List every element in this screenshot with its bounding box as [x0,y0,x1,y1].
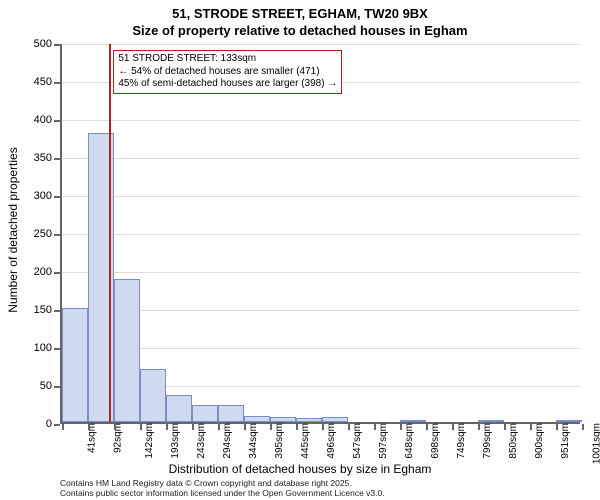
x-tick [348,424,350,430]
histogram-bar [114,279,139,422]
grid-line [62,234,580,235]
y-tick-label: 300 [22,190,52,202]
x-tick-label: 294sqm [222,423,233,459]
x-tick-label: 547sqm [352,423,363,459]
x-axis-label: Distribution of detached houses by size … [0,462,600,476]
histogram-bar [62,308,87,422]
x-tick-label: 395sqm [274,423,285,459]
y-tick [54,348,60,350]
footer-line-1: Contains HM Land Registry data © Crown c… [60,478,385,488]
x-tick [504,424,506,430]
y-tick [54,82,60,84]
histogram-bar [270,417,295,422]
y-tick [54,44,60,46]
histogram-bar [140,369,165,422]
x-tick-label: 597sqm [378,423,389,459]
grid-line [62,158,580,159]
x-tick-label: 749sqm [456,423,467,459]
y-axis-label: Number of detached properties [6,147,20,312]
y-tick-label: 200 [22,266,52,278]
x-tick-label: 445sqm [300,423,311,459]
x-tick [400,424,402,430]
y-tick [54,158,60,160]
grid-line [62,44,580,45]
histogram-bar [478,420,503,422]
x-tick [322,424,324,430]
y-tick [54,272,60,274]
x-tick-label: 951sqm [560,423,571,459]
y-tick-label: 500 [22,38,52,50]
x-tick-label: 496sqm [326,423,337,459]
x-tick [88,424,90,430]
x-tick [192,424,194,430]
annotation-line-2: ← 54% of detached houses are smaller (47… [118,66,337,79]
chart-container: 51, STRODE STREET, EGHAM, TW20 9BX Size … [0,0,600,500]
title-main: 51, STRODE STREET, EGHAM, TW20 9BX [0,0,600,21]
y-tick [54,196,60,198]
y-tick-label: 150 [22,304,52,316]
histogram-bar [192,405,217,422]
attribution-footer: Contains HM Land Registry data © Crown c… [60,478,385,498]
x-tick [166,424,168,430]
histogram-bar [322,417,347,422]
grid-line [62,196,580,197]
y-tick [54,310,60,312]
annotation-line-3: 45% of semi-detached houses are larger (… [118,78,337,91]
x-tick [62,424,64,430]
x-tick [426,424,428,430]
x-tick-label: 243sqm [196,423,207,459]
y-tick-label: 250 [22,228,52,240]
x-tick-label: 1001sqm [592,423,600,464]
grid-line [62,272,580,273]
x-tick [296,424,298,430]
histogram-bar [218,405,243,422]
histogram-bar [556,420,581,422]
histogram-bar [244,416,269,422]
grid-line [62,120,580,121]
plot-area: 05010015020025030035040045050041sqm92sqm… [60,44,580,424]
x-tick [218,424,220,430]
y-tick-label: 100 [22,342,52,354]
y-tick-label: 450 [22,76,52,88]
annotation-line-1: 51 STRODE STREET: 133sqm [118,53,337,66]
y-tick [54,424,60,426]
y-tick-label: 400 [22,114,52,126]
y-tick-label: 0 [22,418,52,430]
x-tick-label: 900sqm [534,423,545,459]
x-tick-label: 648sqm [404,423,415,459]
x-tick [452,424,454,430]
annotation-box: 51 STRODE STREET: 133sqm← 54% of detache… [113,50,342,94]
x-tick [114,424,116,430]
x-tick-label: 193sqm [170,423,181,459]
x-tick [270,424,272,430]
x-tick [530,424,532,430]
x-tick-label: 850sqm [508,423,519,459]
x-tick [140,424,142,430]
y-tick [54,120,60,122]
x-tick-label: 142sqm [144,423,155,459]
histogram-bar [400,420,425,422]
y-tick [54,234,60,236]
footer-line-2: Contains public sector information licen… [60,488,385,498]
x-tick-label: 698sqm [430,423,441,459]
x-tick [478,424,480,430]
x-tick [374,424,376,430]
y-tick-label: 50 [22,380,52,392]
x-tick [244,424,246,430]
histogram-bar [296,418,321,422]
histogram-bar [166,395,191,422]
x-tick-label: 344sqm [248,423,259,459]
y-tick-label: 350 [22,152,52,164]
title-sub: Size of property relative to detached ho… [0,21,600,38]
x-tick [556,424,558,430]
x-tick-label: 799sqm [482,423,493,459]
x-tick [582,424,584,430]
reference-line [109,44,111,422]
y-tick [54,386,60,388]
